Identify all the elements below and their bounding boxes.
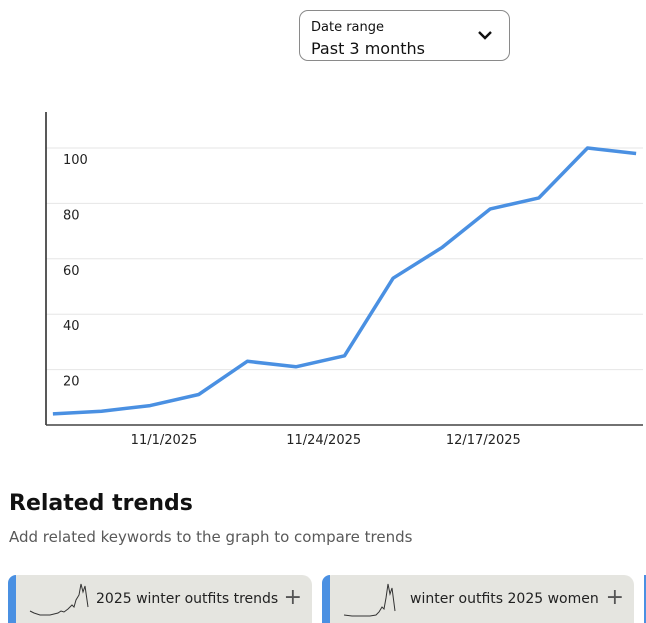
y-tick-label: 80 bbox=[63, 208, 80, 223]
related-trend-card[interactable]: winter outfits 2025 women + bbox=[322, 575, 634, 623]
related-trends-subtitle: Add related keywords to the graph to com… bbox=[9, 528, 413, 546]
date-range-value: Past 3 months bbox=[311, 39, 425, 58]
x-tick-label: 11/1/2025 bbox=[131, 433, 198, 448]
related-trend-card[interactable] bbox=[644, 575, 646, 623]
sparkline-icon bbox=[29, 583, 89, 616]
related-keyword: winter outfits 2025 women bbox=[410, 591, 599, 607]
date-range-dropdown[interactable]: Date range Past 3 months bbox=[299, 10, 510, 61]
x-tick-label: 12/17/2025 bbox=[446, 433, 521, 448]
plus-icon[interactable]: + bbox=[605, 585, 624, 610]
sparkline-icon bbox=[343, 583, 396, 617]
card-accent bbox=[8, 575, 16, 623]
trend-chart: 20 40 60 80 100 11/1/2025 11/24/2025 12/17/2025 bbox=[45, 112, 643, 448]
date-range-label: Date range bbox=[311, 20, 385, 35]
y-tick-label: 20 bbox=[63, 375, 80, 390]
x-tick-label: 11/24/2025 bbox=[286, 433, 361, 448]
chevron-down-icon bbox=[478, 31, 492, 40]
related-trend-card[interactable]: 2025 winter outfits trends + bbox=[8, 575, 312, 623]
related-keyword: 2025 winter outfits trends bbox=[96, 591, 279, 607]
card-accent bbox=[322, 575, 330, 623]
card-accent bbox=[644, 575, 646, 623]
trend-line bbox=[52, 146, 637, 416]
y-tick-label: 60 bbox=[63, 264, 80, 279]
y-tick-label: 100 bbox=[63, 153, 88, 168]
plus-icon[interactable]: + bbox=[283, 585, 302, 610]
related-trends-title: Related trends bbox=[9, 491, 193, 516]
y-tick-label: 40 bbox=[63, 319, 80, 334]
